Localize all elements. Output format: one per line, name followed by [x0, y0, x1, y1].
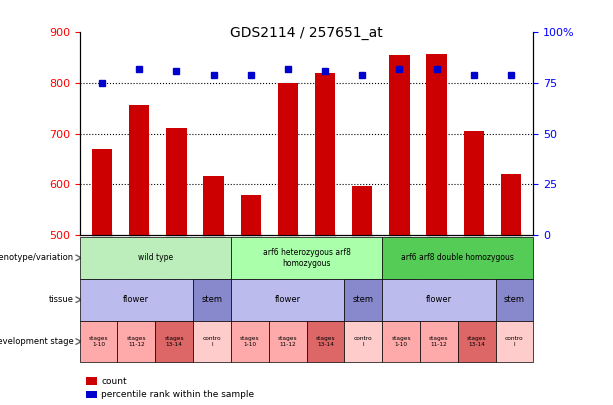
Text: GDS2114 / 257651_at: GDS2114 / 257651_at	[230, 26, 383, 40]
Bar	[352, 186, 373, 235]
Text: stages
13-14: stages 13-14	[164, 336, 184, 347]
Text: development stage: development stage	[0, 337, 74, 346]
Text: arf6 heterozygous arf8
homozygous: arf6 heterozygous arf8 homozygous	[262, 248, 351, 268]
Text: percentile rank within the sample: percentile rank within the sample	[101, 390, 254, 399]
Bar	[129, 105, 150, 235]
Bar	[463, 131, 484, 235]
Text: count: count	[101, 377, 127, 386]
Bar	[204, 176, 224, 235]
Text: contro
l: contro l	[354, 336, 373, 347]
Text: contro
l: contro l	[203, 336, 221, 347]
Text: contro
l: contro l	[505, 336, 524, 347]
Text: flower: flower	[275, 295, 300, 304]
Text: stem: stem	[352, 295, 374, 304]
Text: stages
13-14: stages 13-14	[316, 336, 335, 347]
Text: wild type: wild type	[138, 254, 173, 262]
Text: tissue: tissue	[48, 295, 74, 304]
Bar	[315, 73, 335, 235]
Text: stages
11-12: stages 11-12	[429, 336, 449, 347]
Bar	[166, 128, 186, 235]
Bar	[92, 149, 112, 235]
Bar	[427, 54, 447, 235]
Text: stages
13-14: stages 13-14	[466, 336, 487, 347]
Bar	[501, 174, 521, 235]
Text: genotype/variation: genotype/variation	[0, 254, 74, 262]
Bar	[240, 195, 261, 235]
Text: flower: flower	[123, 295, 150, 304]
Text: stages
11-12: stages 11-12	[126, 336, 147, 347]
Text: stem: stem	[504, 295, 525, 304]
Text: arf6 arf8 double homozygous: arf6 arf8 double homozygous	[402, 254, 514, 262]
Text: stages
1-10: stages 1-10	[391, 336, 411, 347]
Text: flower: flower	[426, 295, 452, 304]
Bar	[278, 83, 298, 235]
Text: stages
11-12: stages 11-12	[278, 336, 297, 347]
Text: stem: stem	[202, 295, 223, 304]
Text: stages
1-10: stages 1-10	[240, 336, 260, 347]
Text: stages
1-10: stages 1-10	[89, 336, 109, 347]
Bar	[389, 55, 409, 235]
